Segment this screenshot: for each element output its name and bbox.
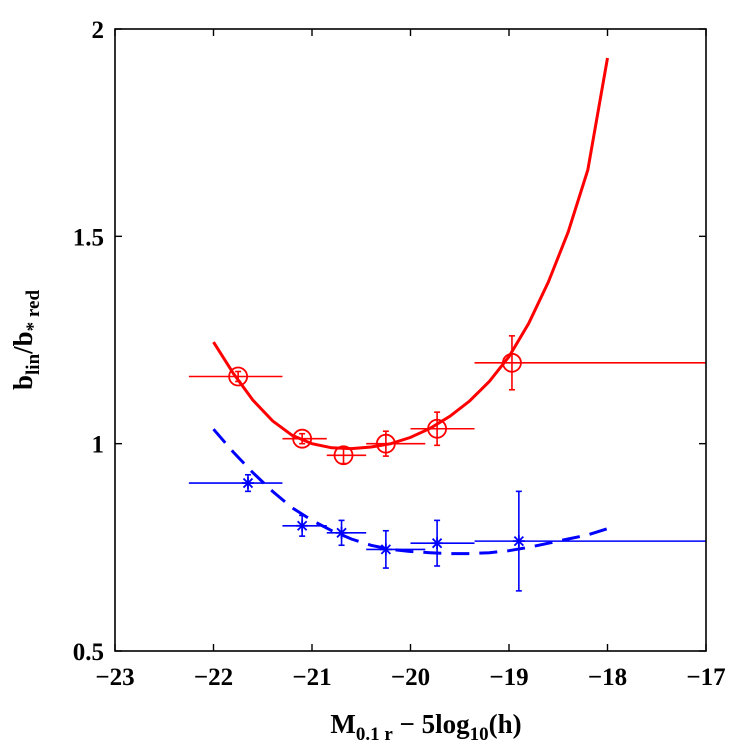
y-tick-label: 1: [92, 432, 105, 459]
data-point-red: [228, 366, 249, 387]
data-point-blue: [335, 526, 348, 539]
axes-frame: [114, 28, 707, 652]
x-axis-title-rest2: (h): [489, 709, 522, 739]
data-point-red: [502, 352, 522, 373]
star-stroke-blue: [336, 527, 347, 538]
x-axis-title-sub2: 10: [470, 724, 489, 745]
data-point-blue: [241, 477, 254, 490]
fit-curve-blue: [212, 428, 608, 556]
star-stroke-blue: [431, 538, 443, 549]
y-axis-title-sub1: lin: [23, 353, 44, 375]
star-stroke-blue: [297, 520, 308, 531]
data-point-blue: [431, 537, 444, 550]
star-stroke-blue: [380, 544, 392, 555]
y-axis-title-sub2: * red: [23, 290, 44, 332]
y-tick-label: 0.5: [73, 639, 104, 666]
star-stroke-blue: [513, 535, 524, 547]
star-stroke-blue: [242, 477, 254, 489]
data-point-red: [333, 445, 354, 466]
x-tick-label: −20: [391, 664, 430, 691]
data-point-blue: [296, 519, 309, 532]
x-axis-title-rest1: − 5log: [393, 709, 470, 739]
y-axis-title: blin/b* red: [8, 290, 44, 390]
fit-curve-red: [212, 57, 609, 451]
plot-layer: [188, 57, 706, 592]
x-axis-title: M0.1 r − 5log10(h): [330, 709, 521, 745]
axes-layer: −23 −22 −21 −20 −19 −18 −17 0.5 1 1.5 2: [73, 17, 726, 691]
y-tick-label: 2: [92, 17, 105, 44]
x-tick-label: −21: [292, 664, 331, 691]
data-point-blue: [512, 535, 525, 548]
data-point-red: [292, 428, 313, 449]
y-axis-title-main2: /b: [8, 331, 38, 355]
x-tick-label: −18: [588, 664, 627, 691]
y-tick-label: 1.5: [73, 224, 104, 251]
x-tick-label: −23: [95, 664, 134, 691]
data-point-blue: [379, 543, 392, 556]
x-tick-label: −17: [686, 664, 725, 691]
y-axis-title-main1: b: [8, 375, 38, 390]
x-axis-title-main: M: [330, 709, 355, 739]
x-tick-label: −22: [194, 664, 233, 691]
x-axis-title-sub: 0.1 r: [356, 724, 394, 745]
data-point-red: [375, 433, 396, 454]
x-tick-label: −19: [489, 664, 528, 691]
data-point-red: [427, 418, 447, 439]
